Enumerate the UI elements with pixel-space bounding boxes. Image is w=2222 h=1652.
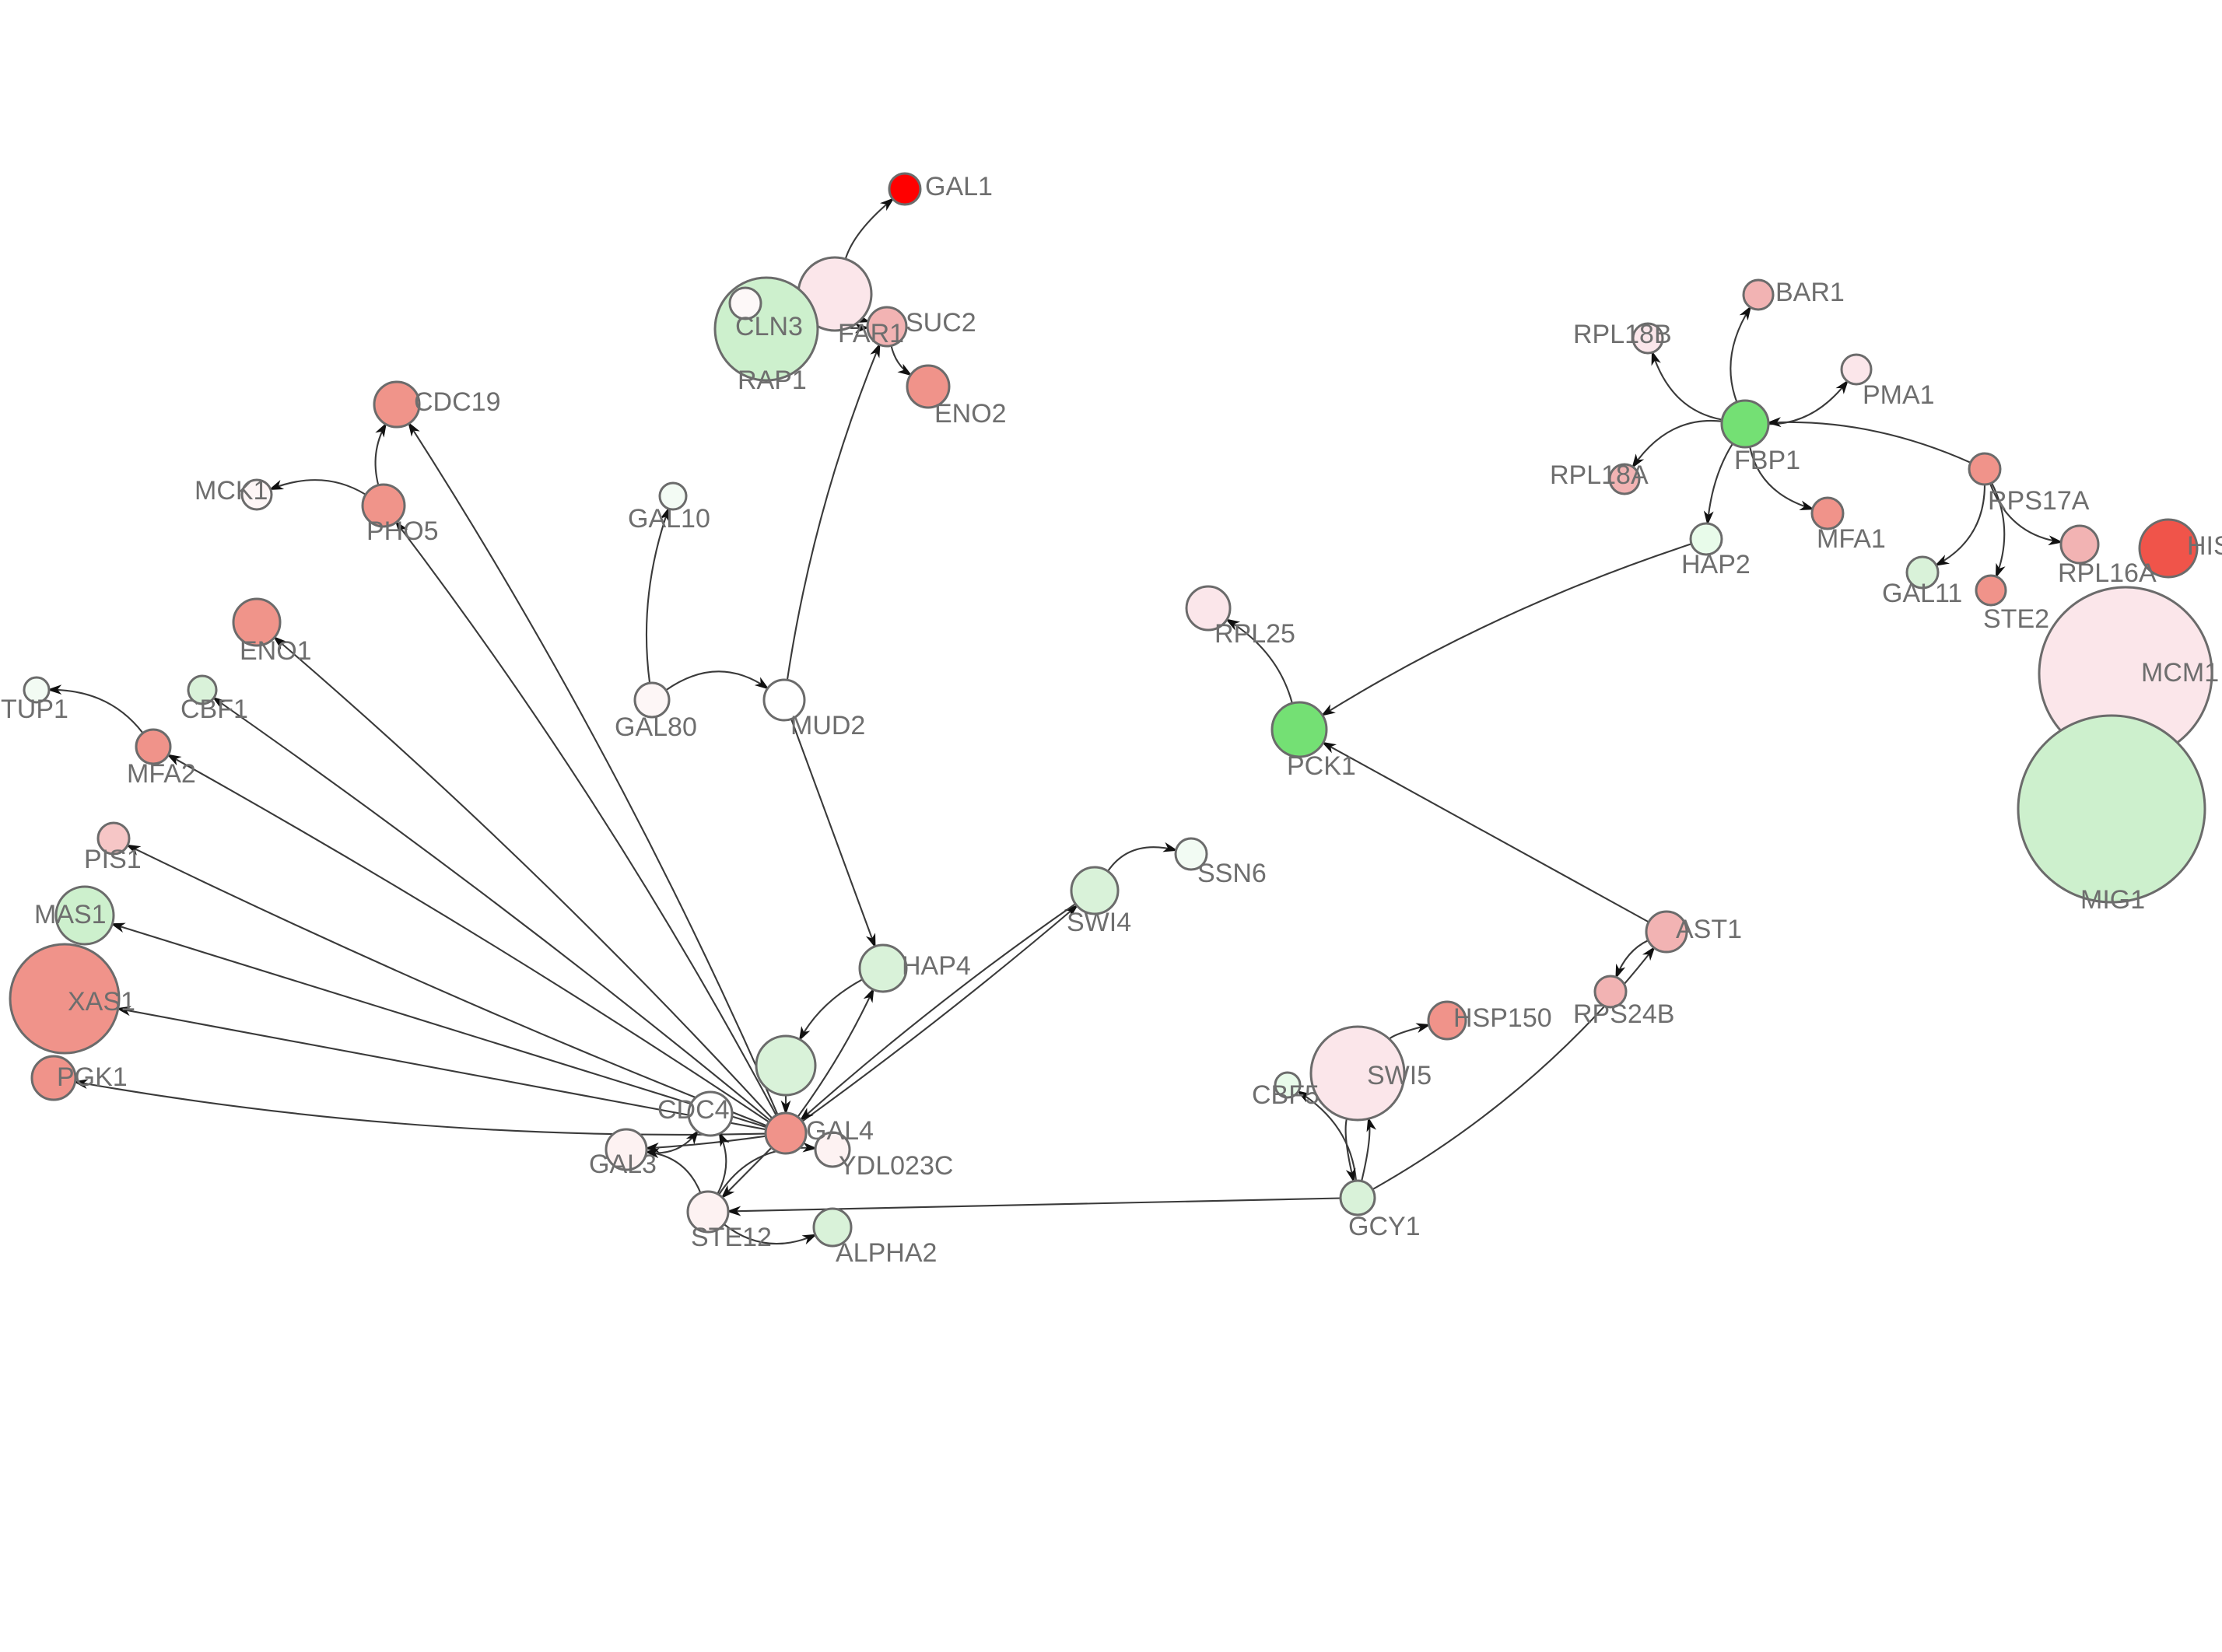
svg-text:GCY1: GCY1 — [1348, 1212, 1421, 1241]
svg-text:STE12: STE12 — [691, 1223, 772, 1252]
svg-text:PIS1: PIS1 — [84, 845, 142, 874]
svg-text:CLN3: CLN3 — [735, 312, 803, 341]
svg-text:RPL18B: RPL18B — [1573, 320, 1672, 349]
svg-text:MFA1: MFA1 — [1817, 524, 1886, 554]
svg-text:SUC2: SUC2 — [906, 308, 976, 338]
svg-text:HSP150: HSP150 — [1453, 1003, 1552, 1033]
svg-text:RAP1: RAP1 — [738, 366, 807, 395]
svg-text:PMA1: PMA1 — [1863, 380, 1935, 410]
svg-text:ENO1: ENO1 — [240, 636, 312, 666]
svg-text:GAL80: GAL80 — [615, 712, 697, 742]
svg-text:HAP2: HAP2 — [1681, 550, 1751, 579]
svg-text:RPL25: RPL25 — [1214, 619, 1295, 649]
svg-text:SWI4: SWI4 — [1067, 908, 1131, 937]
svg-text:MUD2: MUD2 — [790, 711, 865, 740]
svg-text:GAL1: GAL1 — [925, 172, 993, 201]
svg-text:FAR1: FAR1 — [838, 319, 904, 348]
svg-text:CDC19: CDC19 — [414, 387, 500, 417]
svg-text:BAR1: BAR1 — [1775, 278, 1845, 307]
svg-text:CBF1: CBF1 — [180, 695, 248, 724]
svg-text:RPL18A: RPL18A — [1550, 460, 1649, 490]
svg-text:TUP1: TUP1 — [1, 695, 68, 724]
svg-text:RPS17A: RPS17A — [1988, 486, 2090, 516]
svg-text:MAS1: MAS1 — [34, 900, 107, 929]
svg-text:XAS1: XAS1 — [68, 987, 135, 1017]
svg-text:STE2: STE2 — [1983, 604, 2049, 634]
svg-text:ALPHA2: ALPHA2 — [836, 1238, 937, 1268]
svg-text:SWI5: SWI5 — [1367, 1061, 1432, 1090]
svg-text:CDC4: CDC4 — [657, 1095, 730, 1125]
svg-text:RPL16A: RPL16A — [2058, 558, 2157, 588]
svg-text:GAL10: GAL10 — [628, 504, 710, 534]
svg-text:GAL3: GAL3 — [589, 1150, 657, 1179]
svg-text:AST1: AST1 — [1676, 915, 1742, 944]
svg-text:ENO2: ENO2 — [934, 399, 1007, 429]
svg-text:YDL023C: YDL023C — [839, 1151, 953, 1181]
svg-text:HAP4: HAP4 — [902, 951, 971, 981]
svg-text:RPS24B: RPS24B — [1573, 999, 1674, 1029]
svg-text:MFA2: MFA2 — [127, 759, 196, 789]
svg-text:MIG1: MIG1 — [2080, 885, 2145, 915]
svg-text:GAL11: GAL11 — [1882, 579, 1962, 608]
svg-text:MCK1: MCK1 — [195, 476, 268, 506]
svg-text:CBF5: CBF5 — [1252, 1080, 1320, 1110]
svg-text:SSN6: SSN6 — [1197, 859, 1267, 888]
svg-text:MCM1: MCM1 — [2141, 658, 2219, 688]
svg-text:FBP1: FBP1 — [1734, 446, 1800, 475]
svg-text:GAL4: GAL4 — [806, 1116, 874, 1146]
svg-text:HIS4: HIS4 — [2187, 531, 2222, 561]
svg-text:PGK1: PGK1 — [57, 1062, 128, 1092]
svg-text:PCK1: PCK1 — [1287, 751, 1356, 781]
svg-text:PHO5: PHO5 — [366, 516, 439, 546]
